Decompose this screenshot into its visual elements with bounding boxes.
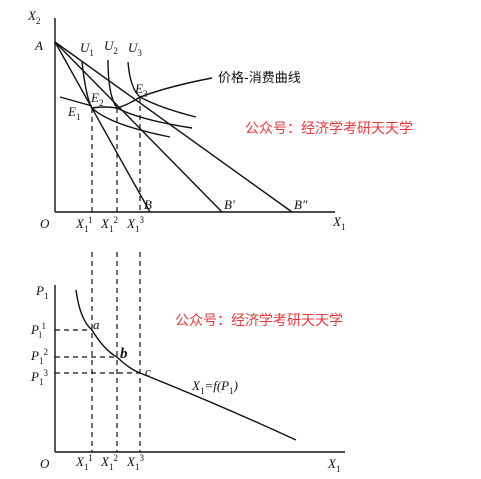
x-tick-label: X12	[100, 215, 118, 234]
indifference-curve	[59, 96, 93, 107]
label-part: 1	[39, 356, 44, 366]
point-label: E1	[67, 104, 80, 122]
label-part: X	[191, 378, 201, 393]
label-part: X	[126, 454, 136, 469]
label-part: 1	[84, 224, 88, 234]
label-part: U	[104, 38, 115, 53]
x-tick-label: X13	[126, 215, 144, 234]
label-part: 2	[43, 347, 48, 357]
label-part: E	[67, 104, 76, 119]
point-label: E3	[134, 81, 148, 99]
label-part: 1	[44, 291, 49, 301]
y-tick-label: P12	[30, 347, 48, 366]
y-tick-label: P13	[30, 368, 48, 387]
curve-label: X1=f(P1)	[191, 378, 238, 396]
label-part: P	[30, 322, 39, 337]
budget-end: B	[144, 197, 152, 212]
label-part: 1	[135, 224, 140, 234]
label-part: X	[126, 216, 136, 231]
label-part: =f(P	[204, 378, 229, 393]
label-part: X	[332, 214, 342, 229]
label-part: X	[75, 454, 85, 469]
axis-label: P1	[35, 283, 48, 301]
label-part: X	[27, 8, 37, 23]
x-tick-label: X13	[126, 453, 144, 472]
point-label: a	[93, 317, 100, 332]
label-part: P	[35, 283, 44, 298]
point-label: A	[34, 38, 43, 53]
point-label: E2	[90, 90, 103, 108]
curve-label: U3	[128, 40, 142, 58]
label-part: U	[80, 40, 91, 55]
budget-end: B′	[224, 197, 235, 212]
point-label: c	[145, 364, 151, 379]
watermark: 公众号：经济学考研天天学	[245, 121, 413, 137]
label-part: 2	[113, 453, 118, 463]
label-part: 2	[113, 46, 118, 56]
axis-label: X1	[332, 214, 345, 232]
label-part: 1	[341, 222, 346, 232]
label-part: l	[39, 330, 42, 340]
label-part: 3	[137, 48, 142, 58]
origin: O	[40, 216, 50, 231]
label-part: 1	[88, 215, 93, 225]
label-part: X	[327, 456, 337, 471]
label-part: 1	[76, 112, 81, 122]
origin: O	[40, 456, 50, 471]
x-tick-label: X11	[75, 215, 93, 234]
label-part: 1	[84, 462, 88, 472]
label-part: )	[233, 378, 238, 393]
watermark: 公众号：经济学考研天天学	[175, 313, 343, 329]
label-part: 3	[143, 89, 148, 99]
label-part: 1	[39, 377, 44, 387]
curve-label: U1	[80, 40, 94, 58]
price-consumption-curve	[91, 77, 213, 109]
axis-label: X1	[327, 456, 340, 474]
label-part: 1	[41, 321, 46, 331]
label-part: X	[75, 216, 85, 231]
label-part: 1	[200, 386, 205, 396]
demand-curve	[75, 289, 297, 441]
label-part: 3	[139, 215, 144, 225]
label-part: 1	[135, 462, 140, 472]
label-part: 1	[109, 462, 114, 472]
label-part: E	[90, 90, 99, 105]
x-tick-label: X11	[75, 453, 93, 472]
label-part: P	[30, 348, 39, 363]
label-part: 1	[89, 48, 94, 58]
label-part: U	[128, 40, 139, 55]
label-part: 1	[109, 224, 114, 234]
y-tick-label: Pl1	[30, 321, 46, 340]
axis-label: X2	[27, 8, 40, 26]
point-label: b	[120, 346, 128, 362]
label-part: 1	[88, 453, 93, 463]
label-part: 2	[36, 16, 41, 26]
label-part: 3	[139, 453, 144, 463]
label-part: 1	[229, 386, 234, 396]
label-part: X	[100, 216, 110, 231]
budget-line	[54, 41, 151, 213]
curve-label: 价格-消费曲线	[218, 70, 301, 86]
label-part: 2	[113, 215, 118, 225]
budget-line	[54, 41, 293, 213]
budget-end: B″	[294, 197, 308, 212]
budget-line	[54, 41, 223, 213]
label-part: P	[30, 369, 39, 384]
label-part: 2	[99, 98, 104, 108]
x-tick-label: X12	[100, 453, 118, 472]
curve-label: U2	[104, 38, 118, 56]
label-part: 3	[43, 368, 48, 378]
label-part: 1	[336, 464, 341, 474]
label-part: E	[134, 81, 143, 96]
label-part: X	[100, 454, 110, 469]
